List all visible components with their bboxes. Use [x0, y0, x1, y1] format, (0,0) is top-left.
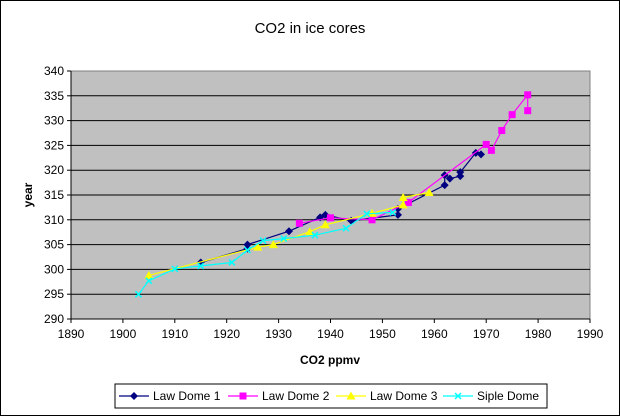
y-tick-label-2: 300 [44, 262, 64, 276]
point-1-7 [508, 111, 516, 119]
x-tick-label-6: 1950 [369, 327, 396, 341]
point-2-5 [367, 208, 377, 217]
x-tick-label-2: 1910 [161, 327, 188, 341]
point-1-5 [487, 146, 495, 154]
legend-label-2: Law Dome 3 [370, 389, 438, 403]
point-1-3 [404, 198, 412, 206]
point-3-0 [134, 290, 143, 298]
y-tick-label-8: 330 [44, 114, 64, 128]
y-tick-label-10: 340 [44, 64, 64, 78]
grid-lines [71, 95, 590, 295]
chart-title: CO2 in ice cores [255, 20, 366, 37]
legend-item-0: Law Dome 1 [119, 389, 221, 403]
x-tick-label-0: 1890 [58, 327, 85, 341]
point-1-1 [327, 214, 334, 222]
point-3-3 [197, 262, 205, 270]
legend: Law Dome 1 Law Dome 2 Law Dome 3 Siple Dome [114, 383, 548, 409]
x-tick-label-4: 1930 [265, 327, 292, 341]
y-tick-label-1: 295 [44, 287, 64, 301]
legend-label-1: Law Dome 2 [262, 389, 330, 403]
point-3-5 [243, 246, 251, 254]
point-3-10 [363, 210, 371, 218]
y-tick-label-4: 310 [44, 213, 64, 227]
y-tick-label-9: 335 [44, 89, 64, 103]
point-2-6 [398, 200, 408, 209]
legend-label-3: Siple Dome [477, 389, 539, 403]
point-3-9 [342, 224, 350, 232]
point-0-13 [456, 168, 465, 177]
point-1-6 [498, 127, 506, 135]
point-1-0 [295, 219, 303, 227]
point-3-11 [389, 208, 397, 216]
series-2 [144, 188, 434, 279]
x-tick-label-10: 1990 [577, 327, 604, 341]
y-tick-label-3: 305 [44, 238, 64, 252]
point-0-11 [445, 174, 454, 183]
point-3-7 [280, 235, 288, 243]
point-2-1 [253, 242, 263, 251]
point-3-6 [259, 237, 267, 245]
point-2-0 [144, 270, 154, 279]
legend-label-0: Law Dome 1 [153, 389, 221, 403]
legend-marker-3 [454, 392, 462, 400]
point-1-4 [482, 140, 490, 148]
point-3-1 [145, 277, 153, 285]
y-axis-label: year [21, 182, 35, 207]
point-3-4 [228, 258, 236, 266]
legend-marker-0 [130, 392, 138, 400]
x-tick-label-1: 1900 [110, 327, 137, 341]
x-tick-label-5: 1940 [317, 327, 344, 341]
point-3-2 [171, 265, 179, 273]
y-tick-label-5: 315 [44, 188, 64, 202]
legend-item-2: Law Dome 3 [336, 389, 438, 403]
point-0-2 [243, 240, 252, 249]
point-1-8 [524, 91, 532, 99]
point-0-9 [440, 181, 449, 190]
point-0-3 [284, 227, 293, 236]
point-2-7 [398, 192, 408, 201]
point-0-15 [477, 150, 486, 159]
point-1-2 [368, 216, 376, 224]
x-axis-label: CO2 ppmv [300, 353, 360, 367]
y-tick-label-6: 320 [44, 163, 64, 177]
point-2-8 [424, 188, 434, 197]
x-tick-label-9: 1980 [525, 327, 552, 341]
series-layer [134, 91, 532, 298]
legend-marker-2 [346, 391, 356, 400]
legend-box [114, 383, 548, 409]
x-tick-label-7: 1960 [421, 327, 448, 341]
y-tick-label-7: 325 [44, 138, 64, 152]
y-tick-label-0: 290 [44, 312, 64, 326]
point-3-8 [311, 231, 319, 239]
legend-item-3: Siple Dome [443, 389, 539, 403]
point-1-9 [524, 107, 532, 115]
legend-item-1: Law Dome 2 [228, 389, 330, 403]
series-3 [134, 208, 397, 298]
point-2-2 [268, 240, 278, 249]
point-2-4 [320, 220, 330, 229]
x-tick-label-8: 1970 [473, 327, 500, 341]
x-tick-label-3: 1920 [213, 327, 240, 341]
point-0-7 [393, 210, 402, 219]
axes: 290 295 300 305 310 315 320 325 330 335 340 1890 190… [44, 64, 604, 341]
legend-marker-1 [239, 392, 247, 400]
